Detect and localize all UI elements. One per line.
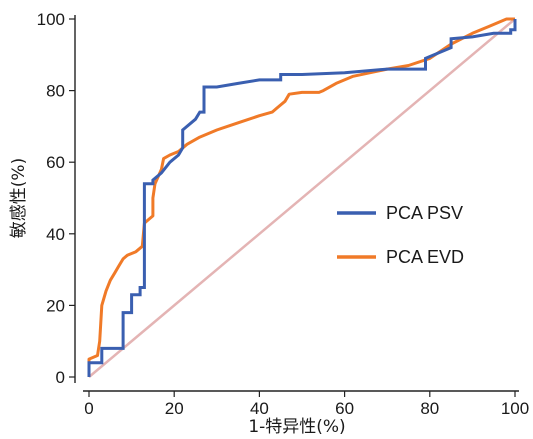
x-tick-label: 0: [84, 399, 93, 418]
legend: PCA PSV PCA EVD: [337, 203, 464, 267]
y-tick-label: 0: [56, 368, 65, 387]
y-tick-label: 40: [46, 225, 65, 244]
series-line-pca-psv: [87, 19, 517, 377]
reference-diagonal-layer: [88, 18, 516, 378]
x-tick-label: 60: [335, 399, 354, 418]
x-tick-label: 80: [420, 399, 439, 418]
y-axis-title: 敏感性(%): [9, 158, 29, 238]
x-tick-label: 20: [165, 399, 184, 418]
x-axis-title: 1-特异性(%): [248, 417, 345, 437]
tick-layer: 0 20 40 60 80 100 0 20 40 60 80 100: [37, 10, 530, 418]
axes-layer: [74, 15, 519, 392]
y-tick-label: 100: [37, 10, 65, 29]
legend-label-psv: PCA PSV: [386, 203, 463, 223]
legend-label-evd: PCA EVD: [386, 247, 464, 267]
reference-diagonal: [88, 18, 516, 378]
x-tick-label: 100: [501, 399, 529, 418]
y-tick-label: 20: [46, 296, 65, 315]
y-tick-label: 60: [46, 153, 65, 172]
series-layer: [87, 17, 517, 377]
x-tick-label: 40: [250, 399, 269, 418]
y-tick-label: 80: [46, 82, 65, 101]
